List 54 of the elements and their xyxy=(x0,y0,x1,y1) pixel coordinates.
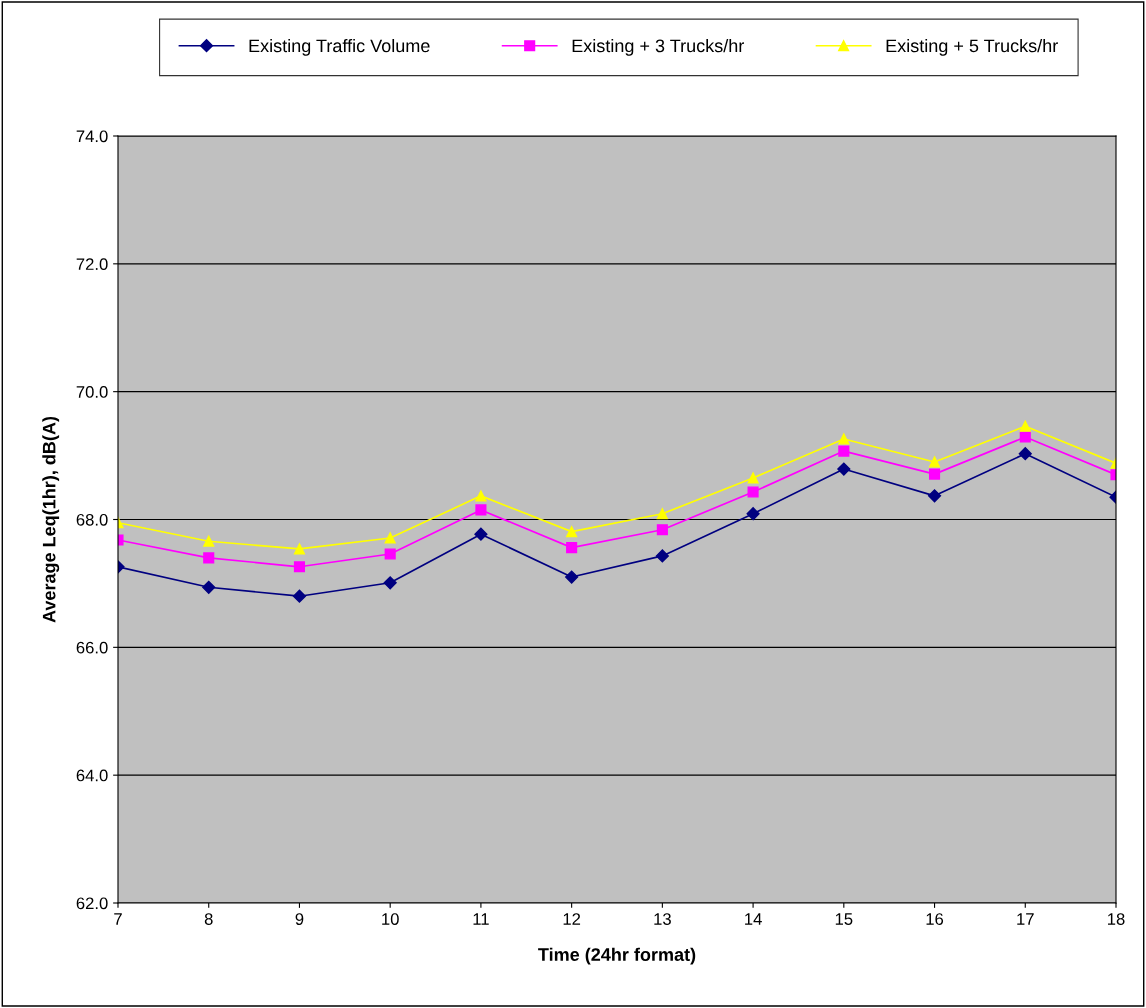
point xyxy=(747,472,759,484)
point xyxy=(746,507,760,521)
point xyxy=(203,552,215,564)
point xyxy=(566,526,578,538)
y-tick-label: 62.0 xyxy=(76,897,108,910)
x-tick-label: 17 xyxy=(1017,913,1034,925)
point xyxy=(202,580,216,594)
point xyxy=(928,456,941,468)
point xyxy=(475,490,487,502)
legend-label: Existing + 3 Trucks/hr xyxy=(572,38,745,56)
point xyxy=(747,486,759,498)
point xyxy=(384,532,396,544)
x-tick-label: 9 xyxy=(295,913,304,925)
x-tick-label: 12 xyxy=(563,913,581,925)
x-tick-label: 15 xyxy=(835,913,853,925)
legend-label: Existing + 5 Trucks/hr xyxy=(886,38,1058,56)
x-tick-label: 13 xyxy=(654,913,671,925)
point xyxy=(1018,447,1032,461)
y-tick-label: 64.0 xyxy=(76,769,108,782)
x-tick-label: 7 xyxy=(114,913,122,925)
x-axis-title: Time (24hr format) xyxy=(538,947,696,965)
point xyxy=(293,543,306,555)
point xyxy=(203,535,215,547)
point xyxy=(293,561,306,573)
point xyxy=(838,445,850,457)
point xyxy=(927,489,942,503)
point xyxy=(656,508,668,520)
x-tick-label: 16 xyxy=(926,913,944,925)
point xyxy=(384,548,396,560)
x-tick-label: 10 xyxy=(382,913,399,925)
point xyxy=(566,542,578,554)
x-tick-label: 14 xyxy=(745,913,762,925)
point xyxy=(292,589,307,603)
point xyxy=(656,524,668,536)
y-tick-label: 66.0 xyxy=(76,641,108,654)
y-tick-label: 70.0 xyxy=(76,386,108,398)
point xyxy=(565,570,579,584)
y-tick-label: 74.0 xyxy=(76,130,108,143)
point xyxy=(1019,420,1031,432)
point xyxy=(837,462,851,476)
point xyxy=(928,468,941,480)
x-tick-label: 8 xyxy=(204,913,213,925)
point xyxy=(383,576,397,590)
point xyxy=(475,504,487,516)
legend-label: Existing Traffic Volume xyxy=(249,38,430,56)
x-tick-label: 18 xyxy=(1108,913,1125,925)
point xyxy=(474,527,488,541)
y-axis-title: Average Leq(1hr), dB(A) xyxy=(42,416,60,623)
point xyxy=(1019,431,1031,443)
x-tick-label: 11 xyxy=(473,913,489,925)
point xyxy=(655,549,669,563)
point xyxy=(838,433,850,445)
y-tick-label: 68.0 xyxy=(76,513,108,526)
y-tick-label: 72.0 xyxy=(76,258,108,271)
